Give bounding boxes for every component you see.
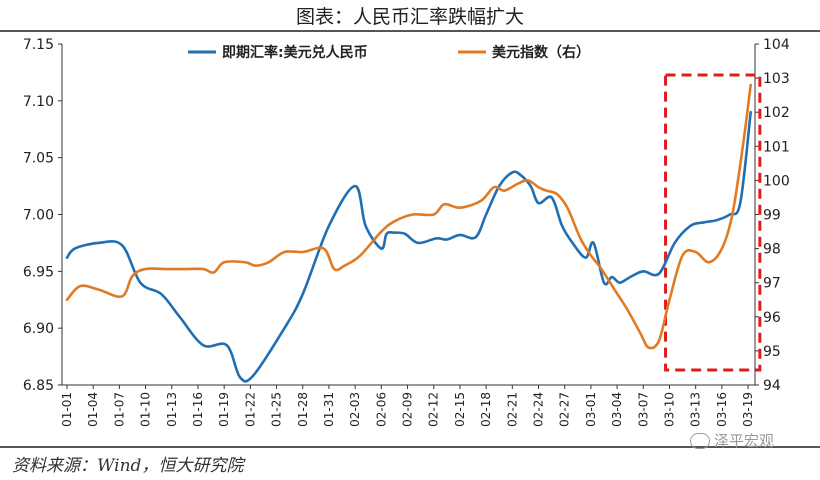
x-axis-tick-label: 03-01 — [584, 392, 598, 427]
left-axis-tick-label: 7.05 — [23, 151, 54, 167]
x-axis-tick-label: 01-10 — [139, 392, 153, 427]
right-axis-tick-label: 100 — [763, 173, 790, 189]
left-axis-tick-label: 6.90 — [23, 321, 54, 337]
x-axis-tick-label: 01-01 — [60, 392, 74, 427]
x-axis-tick-label: 02-09 — [401, 392, 415, 427]
wechat-icon — [690, 432, 710, 449]
x-axis-tick-label: 03-10 — [662, 392, 676, 427]
x-axis-tick-label: 03-07 — [636, 392, 650, 427]
x-axis-tick-label: 02-27 — [558, 392, 572, 427]
x-axis-tick-label: 02-06 — [374, 392, 388, 427]
x-axis-tick-label: 02-18 — [479, 392, 493, 427]
x-axis-tick-label: 02-15 — [453, 392, 467, 427]
right-axis-tick-label: 97 — [763, 276, 781, 292]
right-axis-tick-label: 103 — [763, 71, 790, 87]
x-axis-tick-label: 02-12 — [427, 392, 441, 427]
x-axis-tick-label: 03-13 — [689, 392, 703, 427]
x-axis-tick-label: 03-16 — [715, 392, 729, 427]
series-line-usdcny — [65, 110, 752, 383]
footer-divider — [0, 446, 820, 448]
series-line-dollar-index — [65, 83, 752, 350]
highlight-box — [664, 73, 762, 372]
right-axis-tick-label: 102 — [763, 105, 790, 121]
x-axis-tick-label: 02-03 — [348, 392, 362, 427]
x-axis-tick-label: 01-19 — [217, 392, 231, 427]
watermark: 泽平宏观 — [690, 430, 774, 451]
right-axis-tick-label: 99 — [763, 208, 781, 224]
x-axis-tick-label: 03-04 — [610, 392, 624, 427]
left-axis-tick-label: 6.85 — [23, 378, 54, 394]
left-axis-tick-label: 7.10 — [23, 94, 54, 110]
legend-label-usdcny: 即期汇率:美元兑人民币 — [222, 44, 368, 61]
x-axis-tick-label: 01-13 — [165, 392, 179, 427]
x-axis-tick-label: 01-25 — [270, 392, 284, 427]
x-axis-tick-label: 01-16 — [191, 392, 205, 427]
x-axis-tick-label: 03-19 — [741, 392, 755, 427]
legend-label-dollar-index: 美元指数（右） — [492, 44, 590, 61]
right-axis-tick-label: 94 — [763, 378, 781, 394]
right-axis-tick-label: 101 — [763, 139, 790, 155]
x-axis-tick-label: 01-04 — [86, 392, 100, 427]
right-axis-tick-label: 96 — [763, 310, 781, 326]
left-axis-tick-label: 6.95 — [23, 264, 54, 280]
figure-title: 图表：人民币汇率跌幅扩大 — [295, 6, 524, 28]
left-axis-tick-label: 7.00 — [23, 208, 54, 224]
right-axis-tick-label: 104 — [763, 37, 790, 53]
x-axis-tick-label: 01-07 — [112, 392, 126, 427]
x-axis-tick-label: 02-21 — [505, 392, 519, 427]
right-axis-tick-label: 98 — [763, 242, 781, 258]
x-axis-tick-label: 02-24 — [532, 392, 546, 427]
source-note: 资料来源：Wind，恒大研究院 — [12, 456, 244, 476]
x-axis-tick-label: 01-28 — [296, 392, 310, 427]
watermark-text: 泽平宏观 — [714, 432, 775, 450]
title-divider — [0, 30, 820, 32]
x-axis-tick-label: 01-22 — [243, 392, 257, 427]
left-axis-tick-label: 7.15 — [23, 37, 54, 53]
x-axis-tick-label: 01-31 — [322, 392, 336, 427]
right-axis-tick-label: 95 — [763, 344, 781, 360]
